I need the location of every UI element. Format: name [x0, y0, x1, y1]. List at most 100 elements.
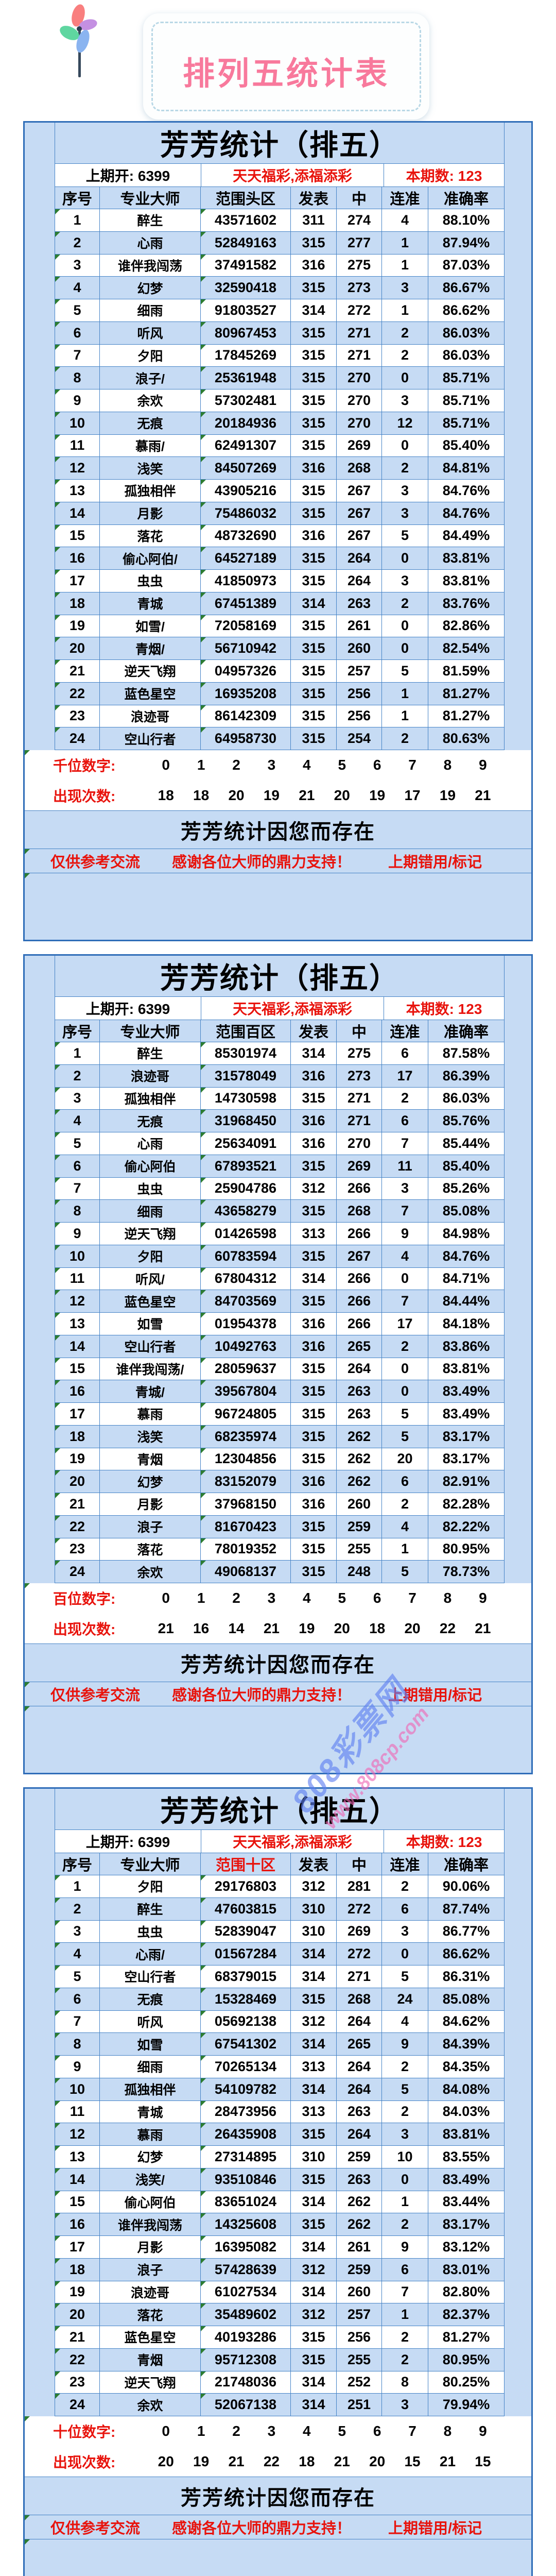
hit-cell: 267 — [337, 502, 382, 525]
row-index-cell: 9 — [55, 1223, 100, 1245]
accuracy-cell: 82.28% — [428, 1493, 505, 1516]
published-cell: 315 — [291, 1425, 337, 1448]
published-cell: 315 — [291, 1087, 337, 1110]
side-strip — [505, 1335, 531, 1358]
side-strip — [505, 1313, 531, 1335]
hit-cell: 269 — [337, 1920, 382, 1943]
note-segment-left: 仅供参考交流 — [50, 1687, 141, 1704]
published-cell: 315 — [291, 480, 337, 502]
note-segment-mid: 感谢各位大师的鼎力支持！ — [172, 2520, 352, 2537]
streak-cell: 6 — [382, 2258, 428, 2281]
published-cell: 314 — [291, 2236, 337, 2259]
streak-cell: 5 — [382, 660, 428, 683]
note-segment-right: 上期错用/标记 — [388, 854, 482, 871]
accuracy-cell: 87.03% — [428, 254, 505, 277]
streak-cell: 6 — [382, 1470, 428, 1493]
accuracy-cell: 85.71% — [428, 412, 505, 435]
count-cell: 18 — [193, 787, 210, 803]
row-index-cell: 20 — [55, 637, 100, 660]
statistics-table: 芳芳统计（排五） 上期开: 6399 天天福彩,添福添彩 本期数: 123 序号 专业大师… — [23, 1787, 533, 2576]
digit-frequency-block: 十位数字: 0 1 2 3 4 5 6 7 8 9 出现次数: 20 19 21 22 18 21 20 15 21 15 — [25, 2416, 531, 2477]
accuracy-cell: 85.08% — [428, 1200, 505, 1223]
count-cell: 18 — [299, 2453, 315, 2469]
table-row: 20 落花 35489602 312 257 1 82.37% — [25, 2303, 531, 2326]
published-cell: 315 — [291, 615, 337, 638]
published-cell: 315 — [291, 2348, 337, 2371]
master-name-cell: 落花 — [100, 1538, 201, 1561]
range-cell: 54109782 — [201, 2078, 291, 2101]
hit-cell: 270 — [337, 1132, 382, 1155]
accuracy-cell: 84.08% — [428, 2078, 505, 2101]
count-cell: 15 — [404, 2453, 421, 2469]
disclaimer-note: 仅供参考交流 感谢各位大师的鼎力支持！ 上期错用/标记 — [25, 2515, 531, 2539]
range-cell: 16395082 — [201, 2236, 291, 2259]
published-cell: 312 — [291, 2303, 337, 2326]
table-row: 23 落花 78019352 315 255 1 80.95% — [25, 1538, 531, 1561]
side-strip — [505, 232, 531, 255]
hit-cell: 262 — [337, 1470, 382, 1493]
streak-cell: 0 — [382, 1358, 428, 1381]
side-strip — [505, 592, 531, 615]
hit-cell: 257 — [337, 660, 382, 683]
hit-cell: 265 — [337, 2033, 382, 2056]
hit-cell: 271 — [337, 1110, 382, 1132]
statistics-table: 芳芳统计（排五） 上期开: 6399 天天福彩,添福添彩 本期数: 123 序号 专业大师… — [23, 121, 533, 941]
published-cell: 315 — [291, 344, 337, 367]
streak-cell: 10 — [382, 2146, 428, 2168]
streak-cell: 1 — [382, 254, 428, 277]
hit-cell: 273 — [337, 1064, 382, 1088]
hit-cell: 262 — [337, 2191, 382, 2214]
range-cell: 01954378 — [201, 1313, 291, 1335]
table-row: 22 青烟 95712308 315 255 2 80.95% — [25, 2348, 531, 2371]
side-strip — [25, 2213, 55, 2236]
streak-cell: 2 — [382, 2056, 428, 2078]
side-strip — [505, 1132, 531, 1155]
row-index-cell: 3 — [55, 254, 100, 277]
row-index-cell: 18 — [55, 592, 100, 615]
row-index-cell: 5 — [55, 299, 100, 322]
range-cell: 40193286 — [201, 2326, 291, 2349]
published-cell: 315 — [291, 1538, 337, 1561]
range-cell: 95712308 — [201, 2348, 291, 2371]
count-cell: 21 — [475, 1620, 491, 1636]
accuracy-cell: 83.17% — [428, 1425, 505, 1448]
column-header: 专业大师 — [100, 187, 201, 209]
streak-cell: 7 — [382, 1132, 428, 1155]
side-strip — [505, 123, 531, 164]
side-strip — [505, 2281, 531, 2304]
master-name-cell: 虫虫 — [100, 570, 201, 592]
digit-position-label: 十位数字: — [53, 2424, 116, 2441]
accuracy-cell: 84.18% — [428, 1313, 505, 1335]
side-strip — [25, 1789, 55, 1830]
master-name-cell: 偷心阿伯 — [100, 2191, 201, 2214]
published-cell: 315 — [291, 1380, 337, 1403]
row-index-cell: 13 — [55, 1313, 100, 1335]
master-name-cell: 蓝色星空 — [100, 682, 201, 705]
published-cell: 315 — [291, 660, 337, 683]
row-index-cell: 12 — [55, 1290, 100, 1313]
digit-cell: 8 — [443, 2423, 452, 2439]
side-strip — [505, 2101, 531, 2124]
published-cell: 313 — [291, 1223, 337, 1245]
accuracy-cell: 84.62% — [428, 2010, 505, 2033]
streak-cell: 2 — [382, 1875, 428, 1898]
row-index-cell: 8 — [55, 367, 100, 389]
published-cell: 315 — [291, 1245, 337, 1268]
hit-cell: 260 — [337, 1493, 382, 1516]
hit-cell: 259 — [337, 1515, 382, 1538]
hit-cell: 265 — [337, 1335, 382, 1358]
master-name-cell: 如雪/ — [100, 615, 201, 638]
disclaimer-note: 仅供参考交流 感谢各位大师的鼎力支持！ 上期错用/标记 — [25, 1682, 531, 1706]
side-strip — [25, 1943, 55, 1965]
side-strip — [505, 1493, 531, 1516]
hit-cell: 261 — [337, 615, 382, 638]
accuracy-cell: 81.27% — [428, 705, 505, 728]
published-cell: 315 — [291, 1290, 337, 1313]
streak-cell: 3 — [382, 389, 428, 412]
published-cell: 315 — [291, 2168, 337, 2191]
column-header: 专业大师 — [100, 1853, 201, 1875]
table-row: 5 空山行者 68379015 314 271 5 86.31% — [25, 1965, 531, 1988]
digit-cell: 4 — [303, 2423, 311, 2439]
side-strip — [25, 1358, 55, 1381]
period-count-label: 本期数: 123 — [384, 997, 505, 1020]
